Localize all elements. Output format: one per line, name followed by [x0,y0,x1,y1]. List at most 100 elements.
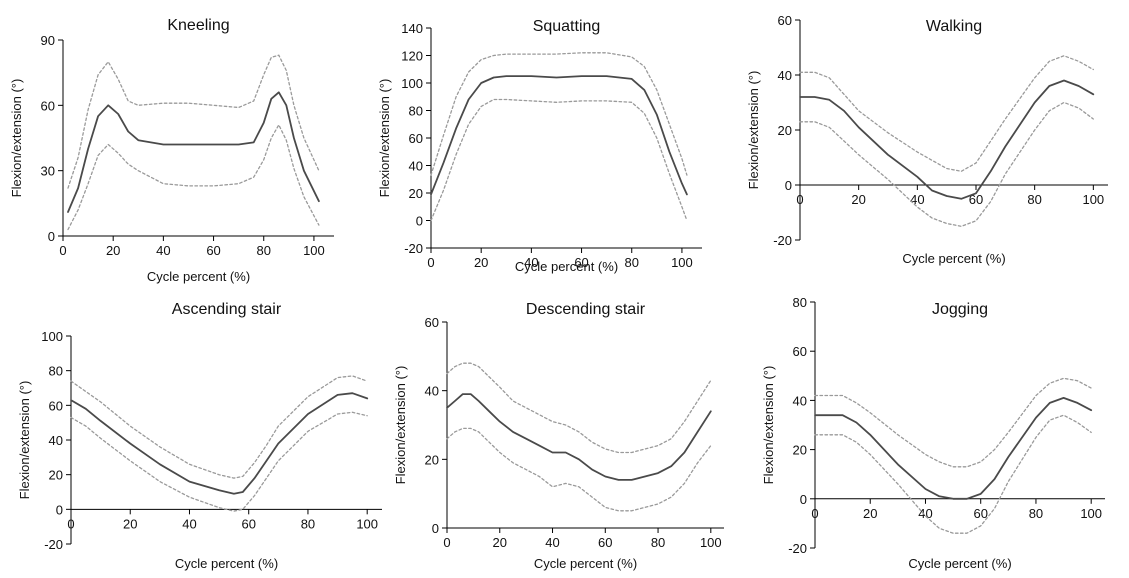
mean-line [70,392,369,495]
x-tick-label: 60 [574,255,588,270]
sd-band-line [799,55,1094,172]
y-tick-label: 40 [49,433,63,448]
y-tick-label: 40 [793,393,807,408]
y-tick-label: 60 [793,344,807,359]
y-tick-label: -20 [773,233,792,248]
y-tick-label: 20 [409,186,423,201]
y-tick-label: 60 [41,98,55,113]
y-tick-label: 20 [425,452,439,467]
chart-panel-2: Squatting -20 0 20 40 60 80 100 120 140 0 20 40 60 80 1… [377,18,702,274]
x-tick-label: 20 [851,192,865,207]
x-tick-label: 0 [796,192,803,207]
y-tick-label: 40 [425,384,439,399]
y-tick-label: 140 [401,21,423,36]
y-tick-label: 90 [41,33,55,48]
x-tick-label: 100 [1082,192,1104,207]
x-tick-label: 0 [427,255,434,270]
mean-line [430,75,688,196]
x-axis-label: Cycle percent (%) [902,251,1005,266]
x-axis-label: Cycle percent (%) [908,556,1011,571]
chart-panel-4: Ascending stair -20 0 20 40 60 80 100 0 20 40 60 80 1… [17,301,382,571]
x-tick-label: 100 [1080,506,1102,521]
x-tick-label: 40 [182,516,196,531]
mean-line [67,91,320,213]
y-tick-label: -20 [404,241,423,256]
x-tick-label: 0 [443,535,450,550]
y-tick-label: 0 [48,229,55,244]
x-tick-label: 80 [651,535,665,550]
sd-band-line [70,375,368,479]
x-tick-label: 80 [257,243,271,258]
x-axis-label: Cycle percent (%) [515,259,618,274]
x-tick-label: 80 [301,516,315,531]
chart-title: Kneeling [167,17,229,34]
y-tick-label: 20 [793,443,807,458]
x-tick-label: 100 [671,255,693,270]
y-tick-label: -20 [44,537,63,552]
x-tick-label: 20 [106,243,120,258]
chart-title: Ascending stair [172,301,282,318]
y-tick-label: 0 [432,521,439,536]
x-tick-label: 100 [700,535,722,550]
chart-title: Descending stair [526,301,646,318]
y-tick-label: 80 [49,364,63,379]
y-tick-label: 0 [56,502,63,517]
x-axis-label: Cycle percent (%) [175,556,278,571]
y-axis-label: Flexion/extension (°) [377,79,392,198]
mean-line [814,396,1093,500]
x-tick-label: 60 [206,243,220,258]
sd-band-line [814,377,1092,468]
x-tick-label: 0 [59,243,66,258]
x-axis-label: Cycle percent (%) [534,556,637,571]
x-tick-label: 40 [545,535,559,550]
y-axis-label: Flexion/extension (°) [17,381,32,500]
x-tick-label: 20 [474,255,488,270]
sd-band-line [67,124,320,231]
sd-band-line [446,362,712,454]
y-tick-label: -20 [788,541,807,556]
y-tick-label: 40 [409,159,423,174]
y-tick-label: 60 [49,398,63,413]
x-tick-label: 100 [303,243,325,258]
sd-band-line [430,52,688,176]
x-tick-label: 60 [241,516,255,531]
x-tick-label: 60 [969,192,983,207]
sd-band-line [67,54,320,189]
y-tick-label: 40 [778,68,792,83]
y-tick-label: 80 [409,104,423,119]
x-tick-label: 40 [524,255,538,270]
chart-title: Walking [926,18,982,35]
sd-band-line [70,411,368,512]
x-tick-label: 80 [1027,192,1041,207]
x-tick-label: 60 [598,535,612,550]
chart-panel-1: Kneeling 0 30 60 90 0 20 40 60 80 100 Cycle percent… [9,17,334,284]
y-tick-label: 120 [401,49,423,64]
chart-title: Jogging [932,301,988,318]
x-tick-label: 20 [493,535,507,550]
y-tick-label: 30 [41,164,55,179]
y-tick-label: 60 [409,131,423,146]
x-tick-label: 0 [67,516,74,531]
sd-band-line [814,414,1092,534]
y-axis-label: Flexion/extension (°) [761,366,776,485]
y-tick-label: 0 [416,214,423,229]
sd-band-line [430,98,688,222]
y-tick-label: 20 [49,468,63,483]
y-tick-label: 0 [785,178,792,193]
x-tick-label: 100 [356,516,378,531]
x-tick-label: 20 [123,516,137,531]
x-tick-label: 80 [1029,506,1043,521]
y-axis-label: Flexion/extension (°) [393,366,408,485]
y-tick-label: 80 [793,295,807,310]
chart-panel-3: Walking -20 0 20 40 60 0 20 40 60 80 100 Cycle perce… [746,13,1108,266]
mean-line [799,79,1095,200]
x-tick-label: 80 [625,255,639,270]
x-tick-label: 40 [910,192,924,207]
y-tick-label: 0 [800,492,807,507]
x-tick-label: 0 [811,506,818,521]
x-tick-label: 20 [863,506,877,521]
x-tick-label: 60 [973,506,987,521]
x-tick-label: 40 [156,243,170,258]
chart-panel-5: Descending stair 0 20 40 60 0 20 40 60 80 100 Cycle… [393,301,724,571]
